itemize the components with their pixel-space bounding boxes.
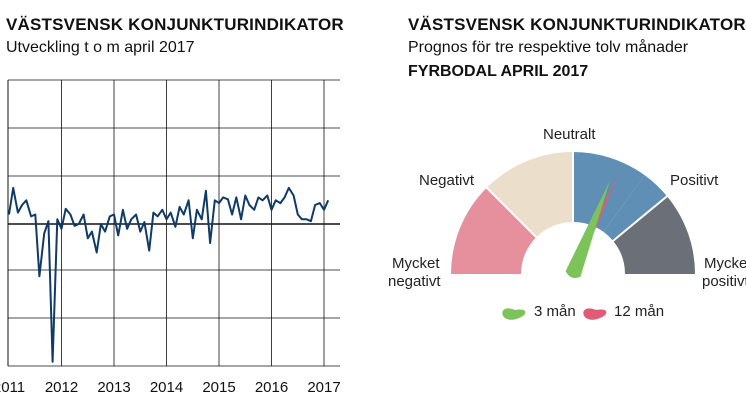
gauge-segment-1 xyxy=(486,152,573,238)
gauge-segment-3 xyxy=(603,175,668,241)
x-tick-label-2017: 2017 xyxy=(307,379,340,396)
x-tick-label-2011: 2011 xyxy=(0,379,25,396)
line-chart-series xyxy=(8,186,330,363)
line-chart-grid xyxy=(7,79,340,367)
legend-item-12-man: 12 mån xyxy=(583,303,664,320)
legend-label-12-man: 12 mån xyxy=(614,303,664,320)
left-chart-title: VÄSTSVENSK KONJUNKTURINDIKATOR xyxy=(6,15,344,34)
gauge-needles xyxy=(565,171,620,278)
series-line-0 xyxy=(8,186,330,363)
gauge-legend: 3 mån 12 mån xyxy=(502,303,664,320)
line-chart-x-ticks: 2011 2012 2013 2014 2015 2016 2017 xyxy=(0,379,341,396)
gauge-separator-2 xyxy=(611,194,669,243)
gauge-label-very-positive-1: Mycket xyxy=(704,255,746,272)
right-chart-region: FYRBODAL APRIL 2017 xyxy=(408,63,589,80)
right-chart-subtitle: Prognos för tre respektive tolv månader xyxy=(408,39,689,56)
gauge-label-very-negative-2: negativt xyxy=(388,273,441,290)
x-tick-label-2016: 2016 xyxy=(255,379,288,396)
gauge-label-very-positive-2: positivt xyxy=(702,273,746,290)
gauge-label-neutral: Neutralt xyxy=(543,126,596,143)
gauge-label-very-negative-1: Mycket xyxy=(392,255,440,272)
gauge-segment-2 xyxy=(573,152,645,232)
x-tick-label-2015: 2015 xyxy=(202,379,235,396)
right-chart-title: VÄSTSVENSK KONJUNKTURINDIKATOR xyxy=(408,15,746,34)
x-tick-label-2014: 2014 xyxy=(150,379,183,396)
gauge-segment-0 xyxy=(451,187,537,274)
gauge-segment-4 xyxy=(613,196,695,274)
gauge-needle-0 xyxy=(565,181,610,278)
gauge-label-positive: Positivt xyxy=(670,172,719,189)
left-chart-subtitle: Utveckling t o m april 2017 xyxy=(6,39,195,56)
legend-drop-icon-12-man xyxy=(583,308,607,320)
gauge-label-negative: Negativt xyxy=(419,172,475,189)
legend-label-3-man: 3 mån xyxy=(534,303,576,320)
x-tick-label-2013: 2013 xyxy=(97,379,130,396)
legend-drop-icon-3-man xyxy=(502,308,526,320)
legend-item-3-man: 3 mån xyxy=(502,303,576,320)
x-tick-label-2012: 2012 xyxy=(45,379,78,396)
gauge-separator-0 xyxy=(485,186,538,239)
gauge-labels: Neutralt Negativt Positivt Mycket negati… xyxy=(388,126,746,290)
gauge-segments xyxy=(451,151,695,274)
